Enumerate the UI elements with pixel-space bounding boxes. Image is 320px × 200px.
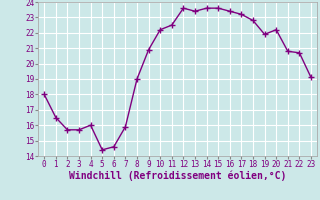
X-axis label: Windchill (Refroidissement éolien,°C): Windchill (Refroidissement éolien,°C): [69, 171, 286, 181]
